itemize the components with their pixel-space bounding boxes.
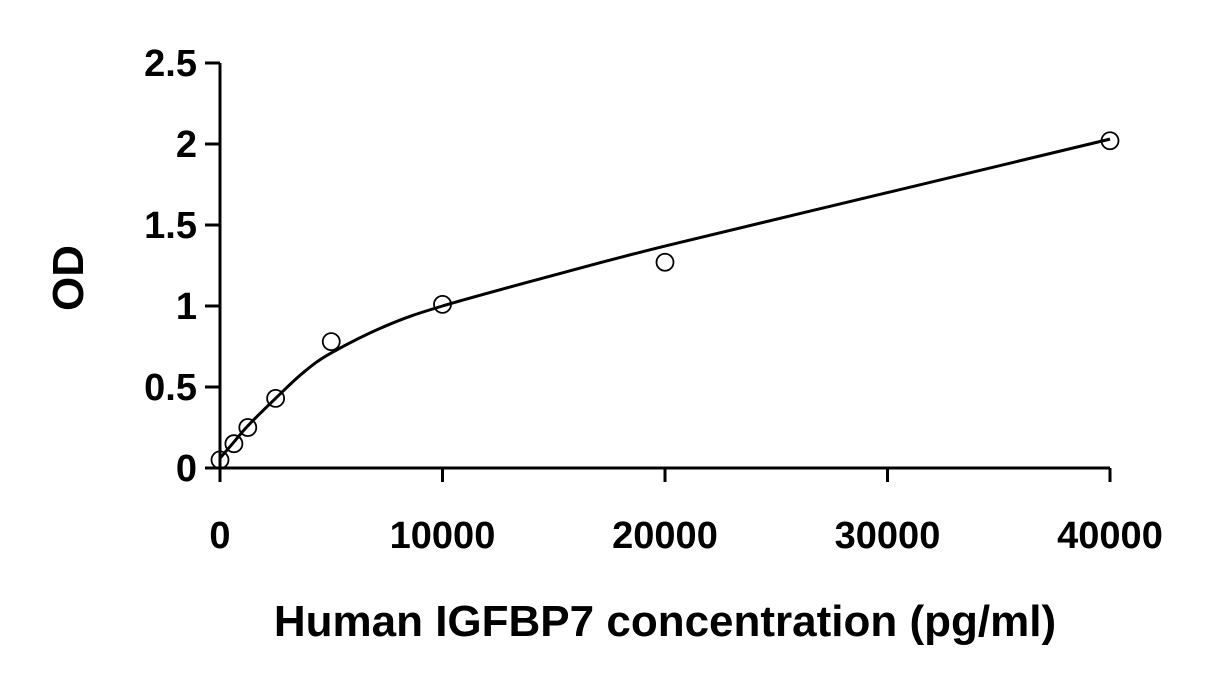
data-point	[266, 388, 286, 408]
x-tick-label: 30000	[835, 515, 941, 557]
y-axis-title: OD	[44, 245, 93, 311]
chart-axes	[218, 63, 1110, 470]
x-tick-label: 40000	[1057, 515, 1163, 557]
data-point	[1100, 131, 1120, 151]
y-tick-label: 0	[176, 448, 197, 490]
x-axis-ticks: 0 10000 20000 30000 40000	[209, 468, 1163, 557]
y-tick-label: 1.5	[144, 205, 197, 247]
y-tick-label: 2.5	[144, 43, 197, 85]
y-tick-label: 2	[176, 124, 197, 166]
data-points-layer	[210, 131, 1120, 470]
fit-curve	[218, 137, 1111, 460]
data-point	[224, 434, 244, 454]
x-tick-label: 0	[209, 515, 230, 557]
y-tick-label: 1	[176, 286, 197, 328]
data-point	[433, 294, 452, 314]
data-point	[210, 450, 230, 470]
y-tick-label: 0.5	[144, 367, 197, 409]
fit-curve-layer	[218, 137, 1111, 460]
data-point	[321, 332, 341, 352]
x-axis-title: Human IGFBP7 concentration (pg/ml)	[274, 597, 1056, 646]
x-tick-label: 20000	[612, 515, 718, 557]
data-point	[238, 418, 258, 437]
data-point	[655, 252, 675, 272]
x-tick-label: 10000	[390, 515, 496, 557]
y-axis-ticks: 0 0.5 1 1.5 2 2.5	[144, 43, 220, 490]
